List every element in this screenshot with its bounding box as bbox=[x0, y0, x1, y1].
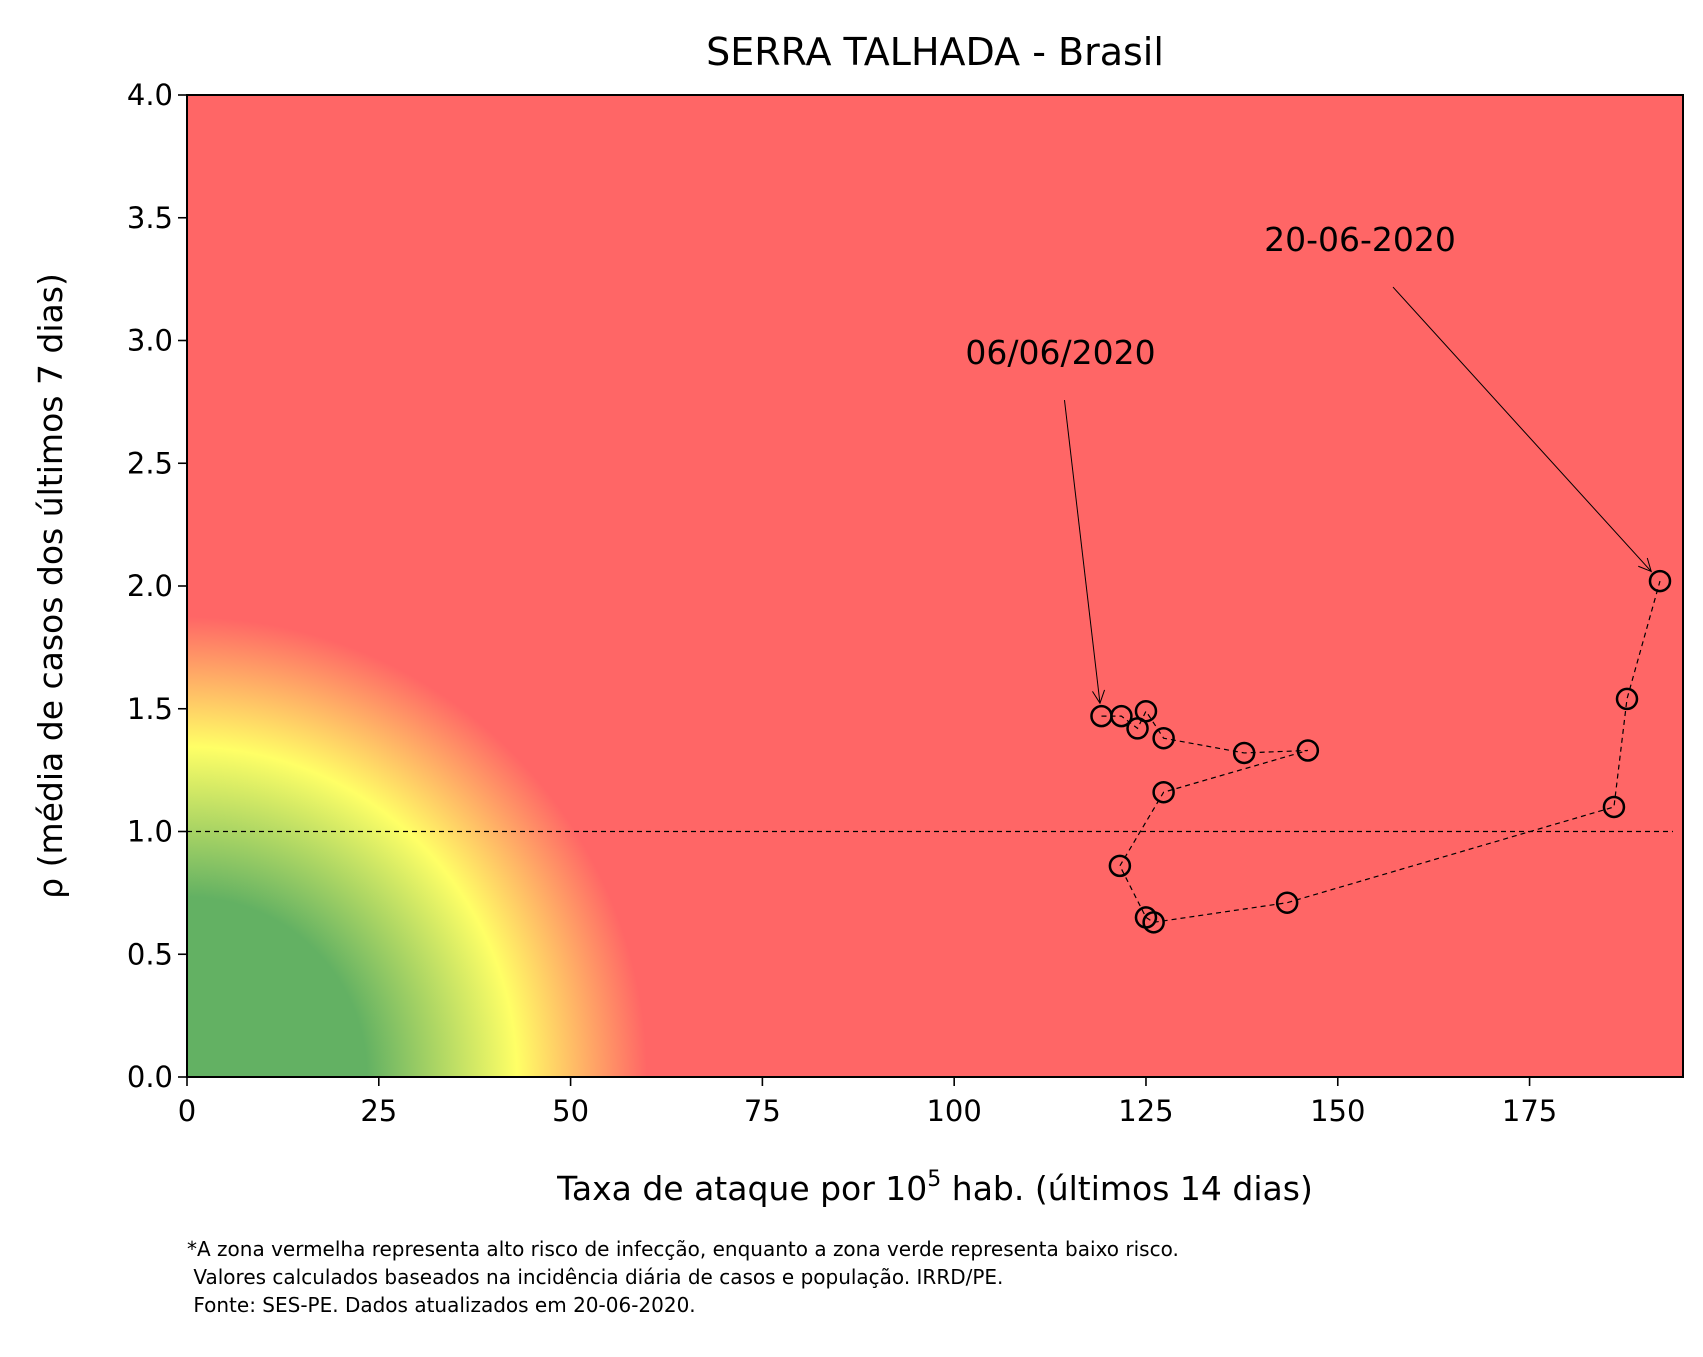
data-point bbox=[1142, 911, 1165, 934]
y-tick-label: 4.0 bbox=[127, 78, 173, 112]
x-tick-label: 100 bbox=[926, 1094, 981, 1128]
y-tick-label: 3.5 bbox=[127, 201, 173, 235]
data-point bbox=[1152, 780, 1175, 804]
y-tick-label: 3.0 bbox=[127, 324, 173, 358]
annotation-label: 06/06/2020 bbox=[965, 333, 1155, 372]
y-tick-label: 0.5 bbox=[127, 937, 173, 971]
data-point bbox=[1296, 739, 1320, 762]
data-point bbox=[1108, 854, 1132, 878]
footnote-line-3: Fonte: SES-PE. Dados atualizados em 20-0… bbox=[187, 1293, 696, 1317]
y-tick-label: 0.0 bbox=[127, 1060, 173, 1094]
data-point bbox=[1648, 569, 1672, 593]
x-axis-ticks: 0 25 50 75 100 125 150 175 bbox=[178, 1077, 1557, 1128]
x-tick-label: 75 bbox=[744, 1094, 781, 1128]
x-tick-label: 50 bbox=[552, 1094, 589, 1128]
data-point bbox=[1275, 891, 1299, 914]
annotation-arrow bbox=[1063, 400, 1101, 704]
annotation-label: 20-06-2020 bbox=[1264, 220, 1456, 259]
chart-title: SERRA TALHADA - Brasil bbox=[706, 30, 1164, 74]
y-tick-label: 1.0 bbox=[127, 815, 173, 849]
y-axis-label: ρ (média de casos dos últimos 7 dias) bbox=[31, 273, 70, 899]
footnote-line-2: Valores calculados baseados na incidênci… bbox=[187, 1265, 1004, 1289]
annotation-group: 06/06/2020 20-06-2020 bbox=[965, 220, 1653, 705]
data-point bbox=[1232, 741, 1256, 765]
y-tick-label: 1.5 bbox=[127, 692, 173, 726]
data-point bbox=[1110, 704, 1133, 728]
y-tick-label: 2.5 bbox=[127, 446, 173, 480]
y-tick-label: 2.0 bbox=[127, 569, 173, 603]
y-axis-ticks: 0.0 0.5 1.0 1.5 2.0 2.5 3.0 3.5 4.0 bbox=[127, 78, 187, 1094]
data-point bbox=[1152, 726, 1175, 750]
x-tick-label: 175 bbox=[1502, 1094, 1557, 1128]
risk-background bbox=[187, 95, 1683, 1077]
data-point bbox=[1615, 687, 1639, 711]
data-point bbox=[1602, 795, 1626, 819]
x-tick-label: 0 bbox=[178, 1094, 196, 1128]
series-line bbox=[1101, 580, 1661, 923]
annotation-arrow bbox=[1392, 286, 1652, 572]
data-point bbox=[1134, 699, 1158, 723]
series-group bbox=[1090, 569, 1672, 934]
x-axis-label: Taxa de ataque por 105 hab. (últimos 14 … bbox=[556, 1167, 1313, 1208]
x-tick-label: 150 bbox=[1310, 1094, 1365, 1128]
annotation-arrowhead bbox=[1092, 689, 1106, 705]
annotation-arrowhead bbox=[1638, 557, 1653, 573]
footnote-line-1: *A zona vermelha representa alto risco d… bbox=[187, 1237, 1179, 1261]
x-tick-label: 25 bbox=[360, 1094, 397, 1128]
x-tick-label: 125 bbox=[1118, 1094, 1173, 1128]
footnote: *A zona vermelha representa alto risco d… bbox=[187, 1235, 1667, 1319]
